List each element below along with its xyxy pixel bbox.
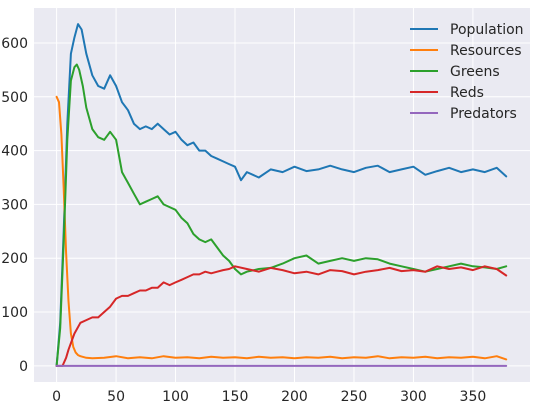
y-tick-label: 300 [1,197,28,213]
series-line-reds [55,265,508,367]
legend-label-predators: Predators [450,106,517,122]
x-tick-label: 350 [460,389,487,405]
series-layer [55,23,508,367]
series-line-population [55,23,508,367]
legend: Population Resources Greens Reds Predators [410,22,524,122]
tick-labels: 0 50 100 150 200 250 300 350 0 100 200 300 400 500 600 [1,36,486,405]
y-tick-label: 200 [1,251,28,267]
x-tick-label: 250 [341,389,368,405]
x-tick-label: 100 [162,389,189,405]
x-tick-label: 0 [52,389,61,405]
legend-label-resources: Resources [450,43,522,59]
y-tick-label: 400 [1,144,28,160]
series-line-greens [55,63,508,367]
y-tick-label: 0 [19,359,28,375]
x-tick-label: 50 [107,389,125,405]
y-tick-label: 500 [1,90,28,106]
y-tick-label: 100 [1,305,28,321]
legend-label-population: Population [450,22,524,38]
x-tick-label: 300 [400,389,427,405]
x-tick-label: 200 [281,389,308,405]
x-tick-label: 150 [222,389,249,405]
plot-area [34,8,530,382]
y-tick-label: 600 [1,36,28,52]
legend-label-greens: Greens [450,64,500,80]
series-line-resources [55,95,508,361]
legend-label-reds: Reds [450,85,484,101]
